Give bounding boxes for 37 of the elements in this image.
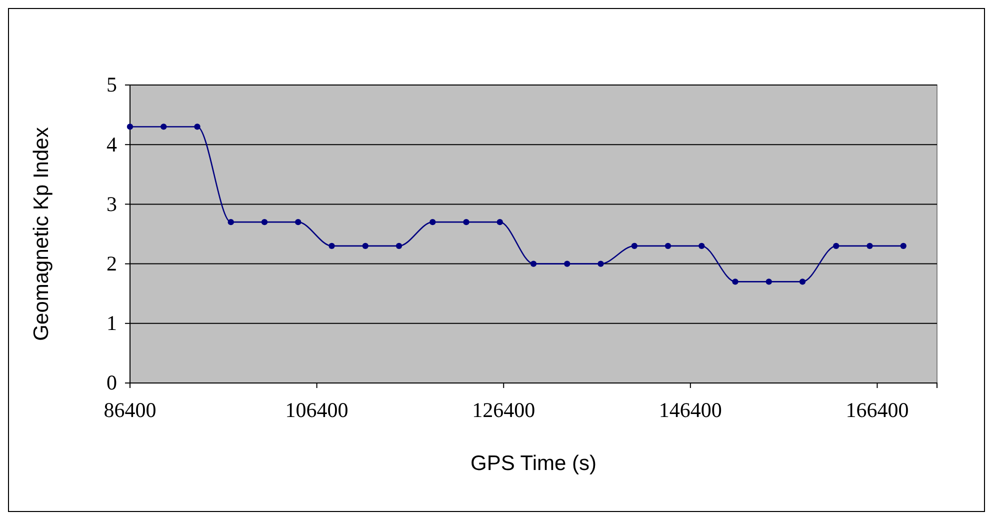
point bbox=[126, 124, 134, 130]
y-tick-label: 1 bbox=[106, 311, 117, 336]
point bbox=[496, 218, 503, 226]
point bbox=[463, 218, 470, 226]
point bbox=[799, 278, 806, 285]
point bbox=[732, 278, 738, 285]
point bbox=[396, 242, 402, 250]
x-tick-label: 86400 bbox=[104, 398, 156, 422]
point bbox=[530, 260, 537, 267]
x-tick-label: 146400 bbox=[658, 398, 722, 422]
point bbox=[328, 242, 335, 250]
x-tick-label: 106400 bbox=[285, 398, 348, 422]
y-tick-label: 0 bbox=[106, 370, 117, 395]
point bbox=[194, 124, 200, 130]
point bbox=[833, 242, 840, 250]
y-tick-label: 5 bbox=[106, 72, 117, 97]
y-tick-label: 3 bbox=[106, 192, 117, 216]
point bbox=[295, 218, 302, 226]
point bbox=[766, 278, 772, 285]
point bbox=[362, 242, 368, 250]
y-tick-label: 4 bbox=[106, 132, 118, 156]
point bbox=[698, 242, 705, 250]
point bbox=[598, 260, 604, 267]
x-axis-title: GPS Time (s) bbox=[470, 452, 597, 475]
point bbox=[430, 218, 436, 226]
point bbox=[228, 218, 234, 226]
y-tick-label: 2 bbox=[106, 252, 117, 276]
point bbox=[866, 242, 873, 250]
x-tick-label: 126400 bbox=[472, 398, 536, 422]
y-axis-title: Geomagnetic Kp Index bbox=[30, 126, 53, 341]
point bbox=[631, 242, 638, 250]
point bbox=[900, 242, 906, 250]
point bbox=[664, 242, 672, 250]
x-tick-label: 166400 bbox=[846, 398, 909, 422]
point bbox=[160, 124, 167, 130]
point bbox=[261, 218, 268, 226]
point bbox=[564, 260, 570, 267]
